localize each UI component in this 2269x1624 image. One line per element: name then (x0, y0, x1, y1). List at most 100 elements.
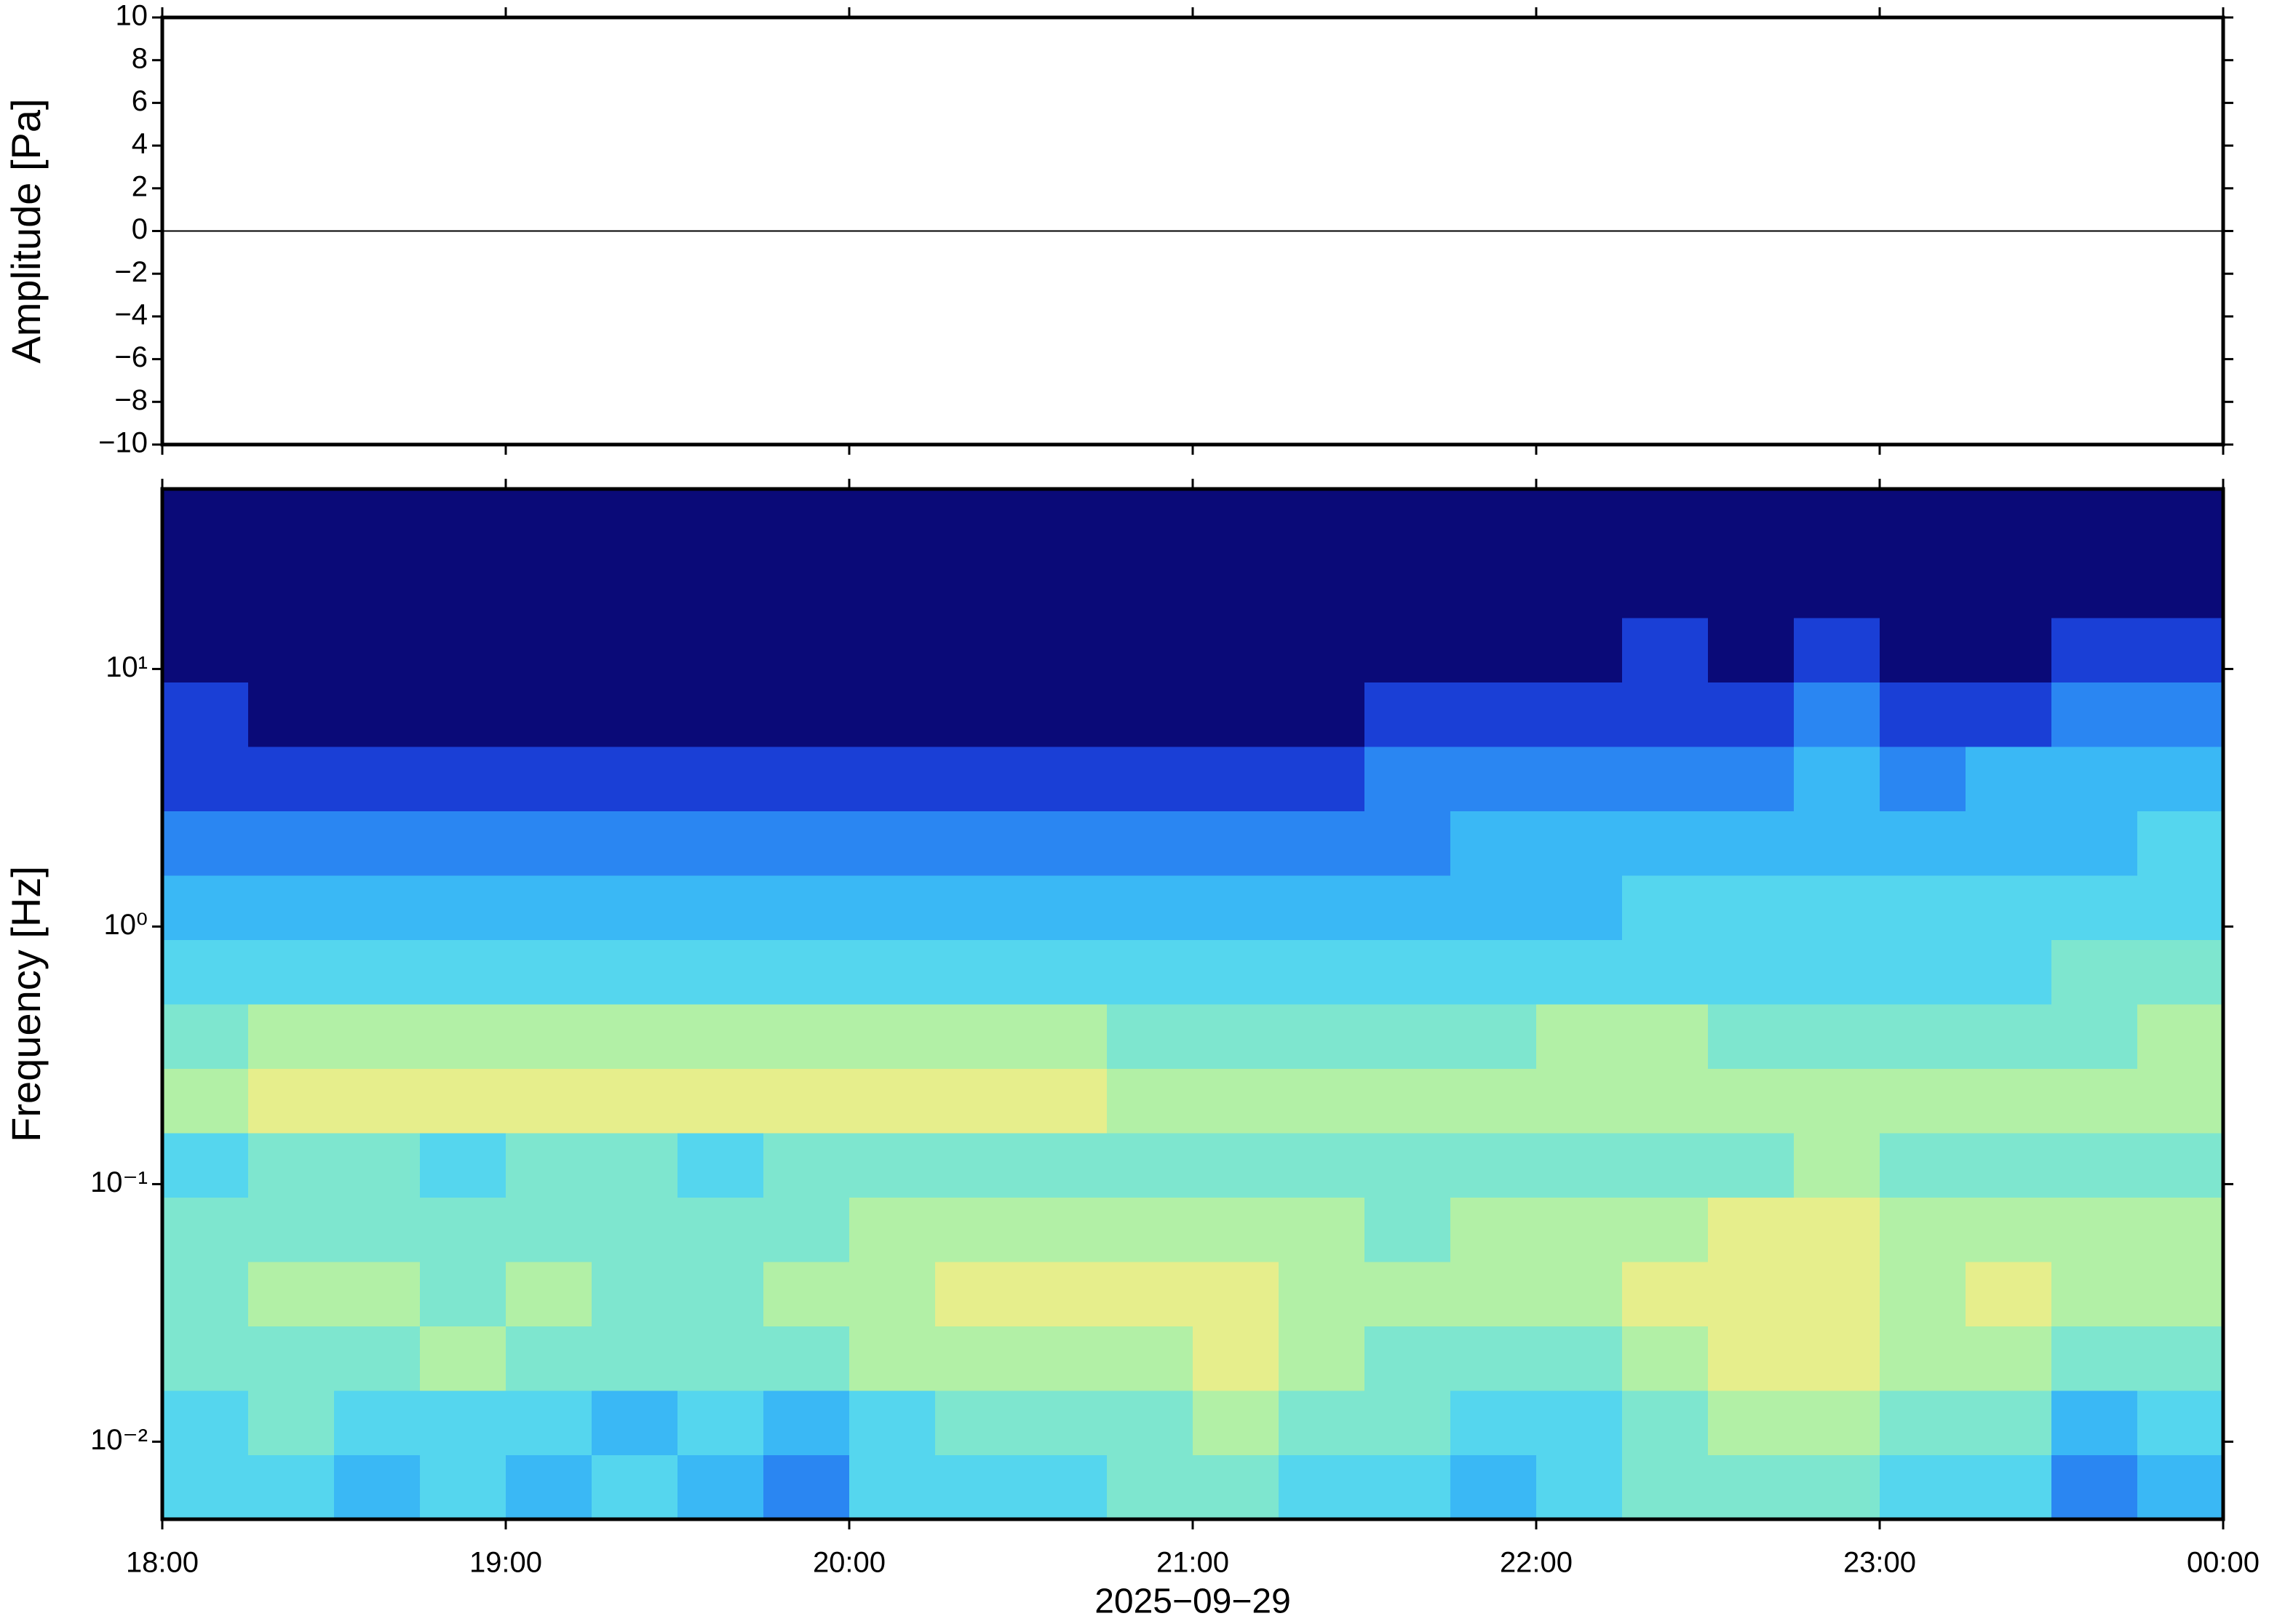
y-tick-label: 10¹ (106, 651, 148, 683)
spectrogram-cell (248, 811, 335, 876)
x-tick-label: 22:00 (1500, 1547, 1573, 1579)
spectrogram-cell (935, 1262, 1022, 1327)
spectrogram-cell (592, 747, 678, 812)
spectrogram-cell (2051, 1004, 2138, 1070)
spectrogram-cell (763, 618, 850, 683)
y-tick-label: 10⁰ (103, 909, 148, 941)
spectrogram-cell (1708, 1262, 1795, 1327)
spectrogram-cell (592, 618, 678, 683)
spectrogram-cell (1021, 1068, 1108, 1134)
spectrogram-cell (1021, 939, 1108, 1005)
spectrogram-cell (506, 1390, 592, 1455)
spectrogram-cell (334, 1262, 421, 1327)
spectrogram-cell (1021, 1262, 1108, 1327)
spectrogram-cell (1364, 1068, 1451, 1134)
spectrogram-cell (334, 1326, 421, 1391)
spectrogram-cell (1880, 1197, 1966, 1262)
spectrogram-cell (334, 1068, 421, 1134)
spectrogram-cell (1880, 1390, 1966, 1455)
spectrogram-cell (1794, 618, 1880, 683)
spectrogram-cell (2051, 1197, 2138, 1262)
spectrogram-cell (248, 1326, 335, 1391)
spectrogram-cell (1966, 1133, 2052, 1198)
spectrogram-cell (1794, 1454, 1880, 1520)
spectrogram-cell (1880, 1262, 1966, 1327)
spectrogram-cell (677, 875, 764, 941)
spectrogram-cell (1536, 1390, 1623, 1455)
spectrogram-cell (1708, 939, 1795, 1005)
spectrogram-cell (1279, 1390, 1365, 1455)
spectrogram-cell (1966, 747, 2052, 812)
spectrogram-cell (334, 747, 421, 812)
spectrogram-cell (1450, 682, 1537, 747)
spectrogram-cell (592, 875, 678, 941)
x-tick-label: 21:00 (1156, 1547, 1229, 1579)
spectrogram-cell (592, 811, 678, 876)
spectrogram-cell (763, 1262, 850, 1327)
spectrogram-cell (420, 1262, 506, 1327)
spectrogram-cell (1966, 1262, 2052, 1327)
spectrogram-cell (763, 939, 850, 1005)
spectrogram-cell (1880, 1068, 1966, 1134)
spectrogram-cell (1021, 875, 1108, 941)
spectrogram-cell (1450, 1133, 1537, 1198)
spectrogram-cell (1193, 1197, 1279, 1262)
spectrogram-cell (592, 1133, 678, 1198)
spectrogram-cell (1622, 811, 1709, 876)
spectrogram-cell (763, 682, 850, 747)
spectrogram-cell (420, 747, 506, 812)
y-tick-label: 4 (132, 128, 148, 160)
spectrogram-cell (763, 747, 850, 812)
spectrogram-cell (1279, 875, 1365, 941)
spectrogram-cell (1622, 1068, 1709, 1134)
spectrogram-cell (763, 553, 850, 618)
spectrogram-cell (420, 1326, 506, 1391)
spectrogram-cell (1622, 1133, 1709, 1198)
spectrogram-cell (1794, 1068, 1880, 1134)
spectrogram-cell (2137, 553, 2224, 618)
spectrogram-cell (1708, 875, 1795, 941)
spectrogram-cell (334, 1004, 421, 1070)
spectrogram-cell (1450, 875, 1537, 941)
spectrogram-cell (1708, 747, 1795, 812)
spectrogram-cell (1193, 1133, 1279, 1198)
x-tick-label: 00:00 (2187, 1547, 2260, 1579)
spectrogram-cell (1708, 1390, 1795, 1455)
spectrogram-cell (849, 489, 936, 554)
spectrogram-cell (162, 1262, 249, 1327)
spectrogram-cell (935, 682, 1022, 747)
spectrogram-cell (1107, 1454, 1193, 1520)
spectrogram-cell (334, 618, 421, 683)
spectrogram-cell (677, 1454, 764, 1520)
spectrogram-cell (420, 553, 506, 618)
spectrogram-cell (1794, 1262, 1880, 1327)
spectrogram-cell (1364, 1390, 1451, 1455)
spectrogram-cell (1021, 553, 1108, 618)
spectrogram-cell (1021, 747, 1108, 812)
spectrogram-cell (1880, 875, 1966, 941)
spectrogram-cell (849, 747, 936, 812)
spectrogram-cell (2137, 1390, 2224, 1455)
spectrogram-cell (677, 939, 764, 1005)
spectrogram-cell (1794, 875, 1880, 941)
spectrogram-cell (935, 1326, 1022, 1391)
spectrogram-cell (1880, 1326, 1966, 1391)
spectrogram-cell (1622, 1326, 1709, 1391)
y-tick-label: −2 (114, 256, 148, 288)
spectrogram-cell (1536, 747, 1623, 812)
spectrogram-cell (935, 875, 1022, 941)
spectrogram-cell (1107, 939, 1193, 1005)
spectrogram-cell (1622, 553, 1709, 618)
spectrogram-cell (763, 1454, 850, 1520)
spectrogram-cell (677, 489, 764, 554)
spectrogram-cell (1794, 1326, 1880, 1391)
spectrogram-cell (1450, 489, 1537, 554)
spectrogram-cell (2051, 1390, 2138, 1455)
spectrogram-cell (592, 1390, 678, 1455)
spectrogram-cell (1794, 939, 1880, 1005)
spectrogram-cell (1021, 1326, 1108, 1391)
spectrogram-cell (1364, 1326, 1451, 1391)
spectrogram-cell (506, 1197, 592, 1262)
spectrogram-cell (1966, 1068, 2052, 1134)
spectrogram-cell (592, 1454, 678, 1520)
